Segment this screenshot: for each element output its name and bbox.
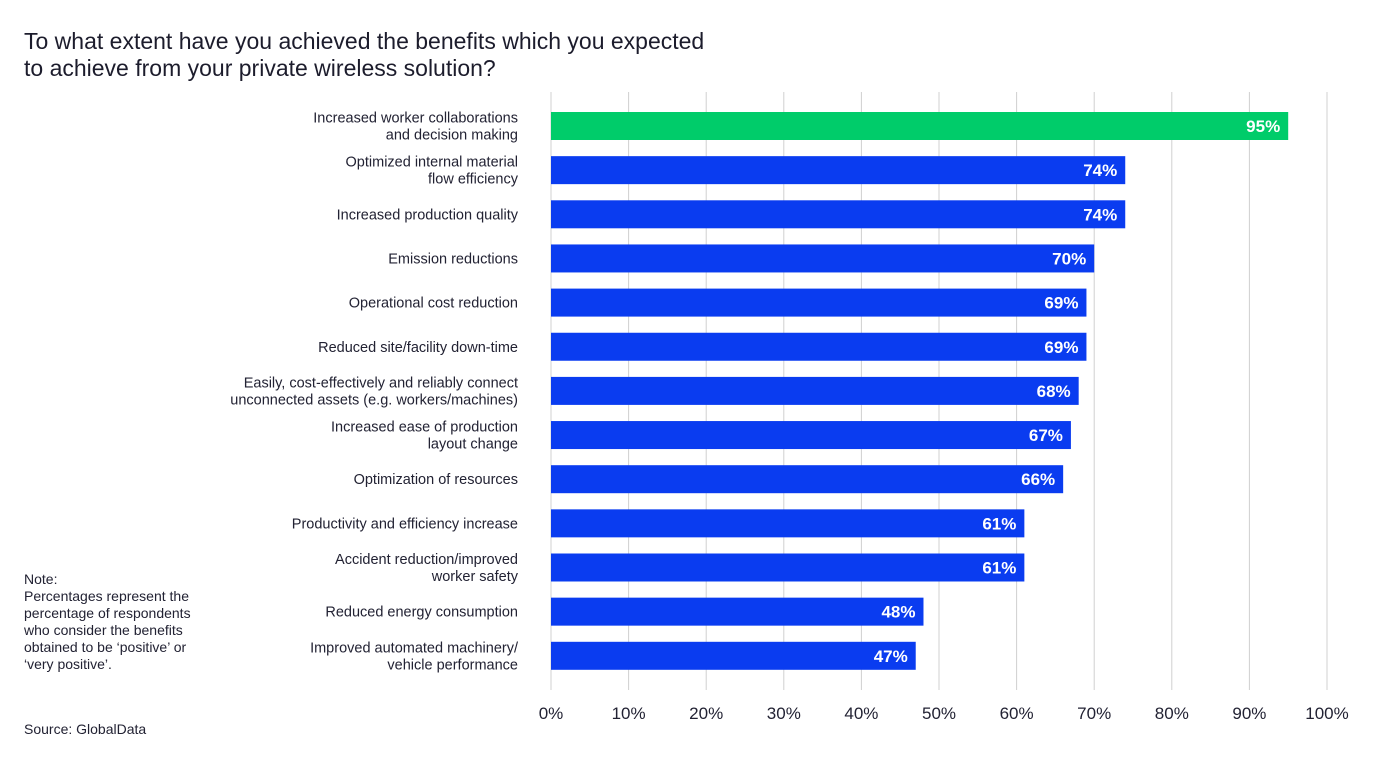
category-label-line: worker safety bbox=[431, 569, 519, 585]
note-line: obtained to be ‘positive’ or bbox=[24, 639, 187, 655]
bars: 95% 74% 74% 70% 69% 69% 68% 67% 66% 61% 61% 48% 47% bbox=[551, 112, 1289, 670]
category-label: Optimization of resources bbox=[354, 472, 518, 488]
chart-title-line-2: to achieve from your private wireless so… bbox=[24, 55, 496, 81]
category-label-line: Increased ease of production bbox=[331, 420, 518, 436]
bar bbox=[551, 156, 1126, 185]
category-label-line: Reduced energy consumption bbox=[325, 605, 518, 621]
bar-value-label: 95% bbox=[1246, 117, 1280, 136]
bar bbox=[551, 509, 1025, 538]
x-tick-label: 30% bbox=[767, 704, 801, 723]
x-tick-label: 0% bbox=[539, 704, 564, 723]
note-line: who consider the benefits bbox=[24, 622, 183, 638]
category-label-line: Operational cost reduction bbox=[349, 296, 518, 312]
category-label-line: Increased worker collaborations bbox=[313, 111, 518, 127]
bar bbox=[551, 421, 1071, 450]
bar-value-label: 69% bbox=[1044, 294, 1078, 313]
category-label: Operational cost reduction bbox=[349, 296, 518, 312]
bar bbox=[551, 244, 1095, 273]
bar-value-label: 47% bbox=[874, 647, 908, 666]
category-label-line: Increased production quality bbox=[337, 207, 519, 223]
category-label: Improved automated machinery/vehicle per… bbox=[310, 640, 519, 673]
category-label: Increased worker collaborations and decis… bbox=[313, 111, 518, 144]
note-heading: Note: bbox=[24, 571, 58, 587]
bar-value-label: 68% bbox=[1037, 382, 1071, 401]
bar bbox=[551, 332, 1087, 361]
x-tick-label: 20% bbox=[689, 704, 723, 723]
chart-note: Note: Percentages represent the percenta… bbox=[24, 571, 224, 673]
category-label: Accident reduction/improved worker safety bbox=[335, 552, 519, 585]
category-labels: Increased worker collaborations and decis… bbox=[230, 111, 519, 674]
note-line: ‘very positive’. bbox=[24, 656, 112, 672]
bar-value-label: 69% bbox=[1044, 338, 1078, 357]
category-label-line: flow efficiency bbox=[428, 172, 519, 188]
x-tick-label: 10% bbox=[612, 704, 646, 723]
chart-title: To what extent have you achieved the ben… bbox=[24, 28, 784, 82]
x-tick-label: 90% bbox=[1232, 704, 1266, 723]
category-label-line: vehicle performance bbox=[387, 657, 518, 673]
x-tick-label: 70% bbox=[1077, 704, 1111, 723]
bar bbox=[551, 641, 916, 670]
category-label: Easily, cost-effectively and reliably co… bbox=[230, 375, 518, 408]
category-label-line: Optimized internal material bbox=[346, 155, 518, 171]
bar bbox=[551, 553, 1025, 582]
bar-value-label: 70% bbox=[1052, 249, 1086, 268]
bar-value-label: 61% bbox=[982, 559, 1016, 578]
bar-value-label: 61% bbox=[982, 514, 1016, 533]
bar bbox=[551, 465, 1064, 494]
category-label: Emission reductions bbox=[388, 251, 518, 267]
category-label: Increased ease of production layout chang… bbox=[331, 420, 518, 453]
category-label-line: unconnected assets (e.g. workers/machine… bbox=[230, 392, 518, 408]
bar bbox=[551, 376, 1079, 405]
bar-value-label: 48% bbox=[881, 603, 915, 622]
category-label-line: Improved automated machinery/ bbox=[310, 640, 519, 656]
category-label-line: Optimization of resources bbox=[354, 472, 518, 488]
source-text: Source: GlobalData bbox=[24, 721, 147, 737]
category-label: Reduced energy consumption bbox=[325, 605, 518, 621]
category-label-line: Productivity and efficiency increase bbox=[292, 516, 518, 532]
bar-value-label: 66% bbox=[1021, 470, 1055, 489]
x-tick-label: 60% bbox=[1000, 704, 1034, 723]
category-label: Optimized internal material flow efficien… bbox=[346, 155, 519, 188]
category-label-line: Emission reductions bbox=[388, 251, 518, 267]
category-label-line: Accident reduction/improved bbox=[335, 552, 518, 568]
note-line: percentage of respondents bbox=[24, 605, 191, 621]
category-label-line: layout change bbox=[428, 437, 518, 453]
x-tick-label: 100% bbox=[1305, 704, 1348, 723]
x-tick-label: 40% bbox=[844, 704, 878, 723]
bar-value-label: 67% bbox=[1029, 426, 1063, 445]
bar-value-label: 74% bbox=[1083, 161, 1117, 180]
x-tick-label: 50% bbox=[922, 704, 956, 723]
category-label: Increased production quality bbox=[337, 207, 519, 223]
category-label-line: Easily, cost-effectively and reliably co… bbox=[244, 375, 518, 391]
bar-value-label: 74% bbox=[1083, 205, 1117, 224]
note-line: Percentages represent the bbox=[24, 588, 189, 604]
category-label: Productivity and efficiency increase bbox=[292, 516, 518, 532]
x-axis-tick-labels: 0% 10% 20% 30% 40% 50% 60% 70% 80% 90% 100% bbox=[539, 704, 1349, 723]
category-label-line: Reduced site/facility down-time bbox=[318, 340, 518, 356]
chart-title-line-1: To what extent have you achieved the ben… bbox=[24, 28, 705, 54]
category-label: Reduced site/facility down-time bbox=[318, 340, 518, 356]
bar bbox=[551, 112, 1289, 140]
bar bbox=[551, 597, 924, 626]
x-tick-label: 80% bbox=[1155, 704, 1189, 723]
bar bbox=[551, 288, 1087, 317]
category-label-line: and decision making bbox=[386, 128, 518, 144]
bar bbox=[551, 200, 1126, 229]
